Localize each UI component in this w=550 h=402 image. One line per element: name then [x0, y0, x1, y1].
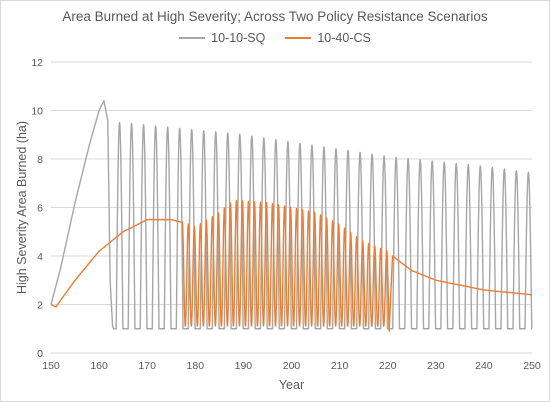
- legend-label-sq: 10-10-SQ: [211, 31, 266, 45]
- y-tick-label-4: 4: [37, 251, 43, 263]
- x-tick-label-200: 200: [283, 360, 301, 372]
- x-tick-label-170: 170: [138, 360, 156, 372]
- y-axis-title: High Severity Area Burned (ha): [15, 121, 29, 294]
- y-tick-label-2: 2: [37, 300, 43, 312]
- x-tick-label-180: 180: [187, 360, 205, 372]
- legend-swatch-sq: [179, 37, 206, 39]
- y-tick-label-6: 6: [37, 203, 43, 215]
- series-line-10-10-SQ: [50, 100, 533, 330]
- x-tick-label-250: 250: [523, 360, 541, 372]
- x-tick-label-190: 190: [235, 360, 253, 372]
- legend-item-sq: 10-10-SQ: [179, 31, 265, 45]
- y-tick-label-10: 10: [31, 106, 43, 118]
- x-tick-label-210: 210: [331, 360, 349, 372]
- chart-legend: 10-10-SQ 10-40-CS: [1, 31, 549, 45]
- x-tick-label-150: 150: [42, 360, 60, 372]
- chart-title: Area Burned at High Severity; Across Two…: [62, 9, 488, 24]
- series-line-10-40-CS: [50, 199, 533, 332]
- legend-item-cs: 10-40-CS: [285, 31, 371, 45]
- legend-swatch-cs: [285, 37, 312, 39]
- y-tick-label-12: 12: [31, 57, 43, 69]
- legend-label-cs: 10-40-CS: [317, 31, 371, 45]
- y-tick-label-0: 0: [37, 348, 43, 360]
- x-tick-label-240: 240: [475, 360, 493, 372]
- x-tick-label-220: 220: [379, 360, 397, 372]
- x-tick-label-160: 160: [90, 360, 108, 372]
- x-axis-title: Year: [279, 378, 304, 392]
- y-tick-label-8: 8: [37, 154, 43, 166]
- x-tick-label-230: 230: [427, 360, 445, 372]
